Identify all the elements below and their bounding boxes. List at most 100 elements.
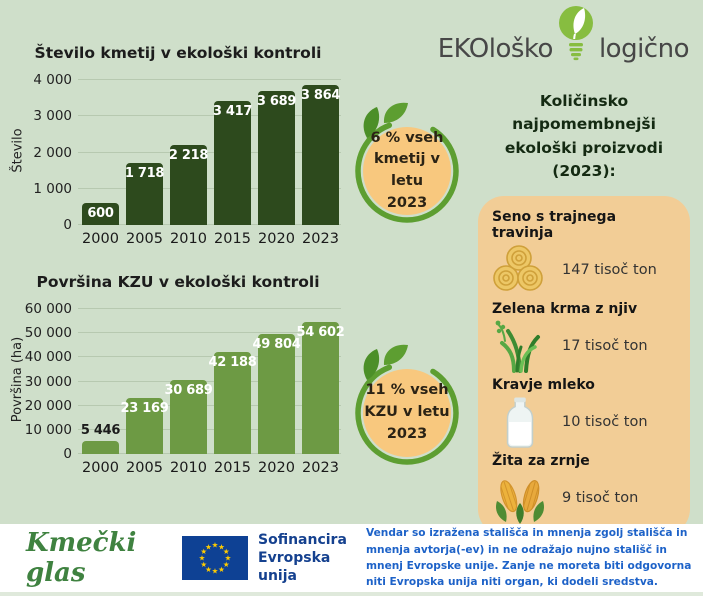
y-tick-label: 1 000 <box>33 180 72 197</box>
x-tick-label: 2023 <box>302 231 339 247</box>
y-tick-label: 50 000 <box>24 325 72 342</box>
product-name: Seno s trajnega travinja <box>492 209 617 241</box>
bar-value-label: 42 188 <box>208 355 257 370</box>
product-name: Žita za zrnje <box>492 453 590 469</box>
bar-value-label: 3 689 <box>256 94 297 109</box>
bar-2005: 1 718 <box>124 163 165 225</box>
product-amount: 10 tisoč ton <box>562 414 648 430</box>
logo-text-ekolosko: EKOloško <box>437 34 554 64</box>
bar-value-label: 600 <box>87 206 114 221</box>
share-badge-farms: 6 % vseh kmetij v letu 2023 <box>351 102 463 226</box>
gridline <box>78 308 341 309</box>
y-axis-title: Število <box>10 127 26 173</box>
bar-value-label: 1 718 <box>124 166 165 181</box>
logo: EKOloško logično <box>437 4 690 64</box>
svg-text:★: ★ <box>205 565 212 574</box>
kmecki-glas-logo: Kmečki glas <box>26 528 137 588</box>
x-tick-label: 2000 <box>82 460 119 476</box>
product-name: Kravje mleko <box>492 377 595 393</box>
bar-2000: 600 <box>82 203 119 225</box>
charts-column: Število kmetij v ekološki kontroli Števi… <box>10 44 346 476</box>
share-badge-kzu: 11 % vseh KZU v letu 2023 <box>351 344 463 468</box>
svg-text:★: ★ <box>200 547 207 556</box>
gridline <box>78 428 341 430</box>
bar-2015: 3 417 <box>212 101 253 225</box>
bar-value-label: 3 864 <box>300 88 341 103</box>
svg-text:★: ★ <box>223 560 230 569</box>
x-tick-label: 2023 <box>302 460 339 476</box>
grass-icon <box>495 320 540 373</box>
bar-value-label: 49 804 <box>252 337 301 352</box>
product-green-fodder: Zelena krma z njiv <box>492 301 680 375</box>
y-axis: 60 000 50 000 40 000 30 000 20 000 10 000 0 <box>24 301 78 462</box>
y-tick-label: 60 000 <box>24 301 72 317</box>
product-name: Zelena krma z njiv <box>492 301 638 317</box>
gridline <box>78 187 341 189</box>
bar-value-label: 5 446 <box>80 423 121 438</box>
gridline <box>78 151 341 153</box>
y-tick-label: 10 000 <box>24 421 72 438</box>
eu-flag-icon: ★ ★ ★ ★ ★ ★ ★ ★ ★ ★ ★ ★ <box>182 536 248 580</box>
y-tick-label: 20 000 <box>24 397 72 414</box>
x-tick-label: 2015 <box>214 231 251 247</box>
svg-text:★: ★ <box>218 565 225 574</box>
y-tick-label: 3 000 <box>33 108 72 125</box>
bar-2023: 3 864 <box>300 85 341 225</box>
bar-2005: 23 169 <box>121 398 169 454</box>
gridline <box>78 404 341 406</box>
gridline <box>78 332 341 334</box>
x-axis: 2000 2005 2010 2015 2020 2023 <box>78 460 341 476</box>
logo-text-logicno: logično <box>598 34 690 64</box>
gridline <box>78 224 341 225</box>
milk-bottle-icon <box>506 397 534 448</box>
gridline <box>78 79 341 80</box>
panel-title: Količinsko najpomembnejši ekološki proiz… <box>504 92 664 180</box>
bar-2000: 5 446 <box>81 423 120 454</box>
bar-2023: 54 602 <box>297 322 345 454</box>
product-cereals: Žita za zrnje <box>492 453 680 527</box>
corn-icon <box>496 480 544 524</box>
badge-text: 11 % vseh KZU v letu 2023 <box>364 382 450 442</box>
x-tick-label: 2010 <box>170 460 207 476</box>
eu-cofunding-label: Sofinancira Evropska unija <box>258 531 347 585</box>
gridline <box>78 453 341 454</box>
svg-text:★: ★ <box>223 547 230 556</box>
product-milk: Kravje mleko 10 tisoč ton <box>492 377 680 451</box>
y-tick-label: 0 <box>63 217 72 233</box>
product-amount: 17 tisoč ton <box>562 338 648 354</box>
bar-value-label: 3 417 <box>212 104 253 119</box>
y-tick-label: 30 000 <box>24 373 72 390</box>
x-tick-label: 2010 <box>170 231 207 247</box>
chart-kzu-area: Površina KZU v ekološki kontroli Površin… <box>10 273 346 476</box>
bar-value-label: 30 689 <box>164 383 213 398</box>
chart-farms-count: Število kmetij v ekološki kontroli Števi… <box>10 44 346 247</box>
x-axis: 2000 2005 2010 2015 2020 2023 <box>78 231 341 247</box>
bar-value-label: 23 169 <box>120 401 169 416</box>
chart-title: Površina KZU v ekološki kontroli <box>36 273 320 291</box>
products-card: Seno s trajnega travinja <box>478 196 690 535</box>
y-tick-label: 40 000 <box>24 349 72 366</box>
x-tick-label: 2005 <box>126 460 163 476</box>
footer: Kmečki glas ★ ★ ★ ★ ★ ★ ★ ★ ★ ★ ★ ★ Sofi… <box>0 524 703 592</box>
y-tick-label: 2 000 <box>33 144 72 161</box>
x-tick-label: 2005 <box>126 231 163 247</box>
x-tick-label: 2000 <box>82 231 119 247</box>
product-amount: 9 tisoč ton <box>562 490 639 506</box>
y-tick-label: 0 <box>63 446 72 462</box>
badge-text: 6 % vseh kmetij v letu 2023 <box>370 129 444 211</box>
hay-bales-icon <box>493 245 543 291</box>
svg-text:★: ★ <box>218 542 225 551</box>
lightbulb-leaf-icon <box>558 6 593 61</box>
plot-area: 600 1 718 2 218 3 417 3 689 3 864 <box>78 79 341 225</box>
svg-text:★: ★ <box>199 554 206 563</box>
x-tick-label: 2015 <box>214 460 251 476</box>
plot-area: 5 446 23 169 30 689 42 188 49 804 54 602 <box>78 308 345 454</box>
bar-2010: 2 218 <box>169 145 208 225</box>
svg-text:★: ★ <box>212 567 219 576</box>
chart-title: Število kmetij v ekološki kontroli <box>34 44 322 62</box>
bottom-border <box>0 592 703 596</box>
bar-value-label: 54 602 <box>296 325 345 340</box>
eu-disclaimer-text: Vendar so izražena stališča in mnenja zg… <box>366 527 692 589</box>
y-axis: 4 000 3 000 2 000 1 000 0 <box>26 72 78 233</box>
gridline <box>78 356 341 358</box>
